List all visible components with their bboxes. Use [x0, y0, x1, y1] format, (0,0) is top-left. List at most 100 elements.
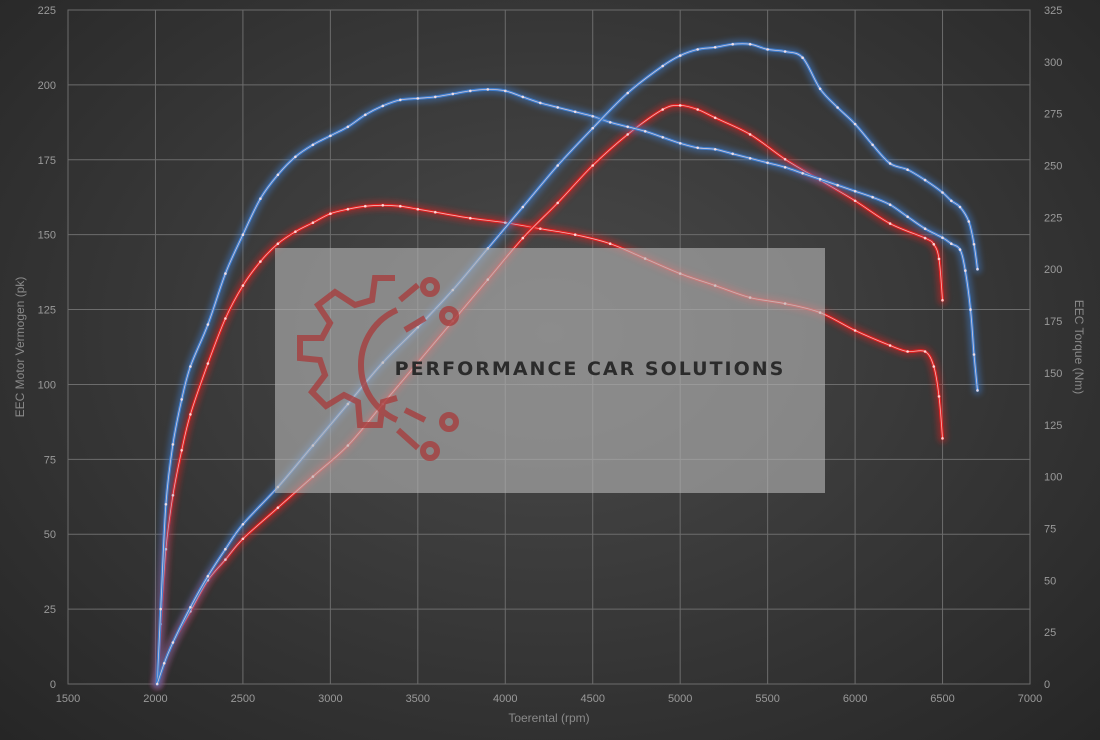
- series-point: [241, 284, 245, 287]
- series-point: [661, 108, 664, 111]
- series-point: [381, 204, 385, 207]
- series-point: [556, 106, 559, 109]
- x-tick-label: 1500: [56, 693, 80, 705]
- series-point: [504, 89, 507, 93]
- series-point: [923, 227, 927, 230]
- series-point: [853, 329, 857, 332]
- y-right-tick-label: 125: [1044, 420, 1062, 432]
- series-blue-right: [152, 39, 982, 689]
- series-point: [976, 389, 979, 392]
- series-point: [486, 88, 490, 91]
- series-point: [364, 113, 367, 117]
- series-point: [932, 365, 936, 368]
- series-point: [521, 236, 525, 240]
- y-left-tick-label: 50: [44, 529, 56, 541]
- y-left-tick-label: 100: [38, 379, 56, 391]
- series-point: [969, 308, 972, 311]
- series-point: [434, 95, 437, 99]
- y-right-tick-label: 75: [1044, 523, 1056, 535]
- series-point: [958, 205, 962, 209]
- series-point: [241, 233, 245, 236]
- series-point: [329, 212, 332, 215]
- series-point: [556, 201, 559, 205]
- series-point: [783, 158, 787, 161]
- y-right-tick-label: 175: [1044, 316, 1062, 328]
- y-axis-left-title: EEC Motor Vermogen (pk): [13, 277, 27, 418]
- series-point: [801, 172, 804, 175]
- y-right-tick-label: 25: [1044, 627, 1056, 639]
- series-point: [731, 42, 734, 46]
- series-point: [276, 506, 280, 510]
- series-point: [416, 97, 420, 100]
- series-point: [888, 162, 892, 165]
- series-point: [906, 215, 909, 218]
- series-point: [573, 110, 577, 114]
- series-point: [713, 46, 717, 49]
- x-tick-label: 7000: [1018, 693, 1042, 705]
- series-point: [329, 134, 332, 138]
- series-point: [189, 365, 192, 368]
- x-tick-label: 6000: [843, 693, 867, 705]
- tick-labels: 1500 2000 2500 3000 3500 4000 4500 5000 5500 6000…: [38, 5, 1063, 705]
- series-point: [626, 125, 629, 129]
- series-point: [818, 177, 822, 181]
- y-right-tick-label: 150: [1044, 368, 1062, 380]
- series-point: [180, 398, 183, 401]
- series-point: [888, 222, 892, 225]
- series-point: [661, 136, 664, 139]
- series-point: [608, 121, 612, 124]
- x-tick-label: 3500: [406, 693, 430, 705]
- series-point: [294, 155, 297, 159]
- series-point: [180, 449, 183, 452]
- series-point: [888, 203, 892, 206]
- y-left-tick-label: 150: [38, 230, 56, 242]
- y-right-tick-label: 250: [1044, 161, 1062, 173]
- series-point: [941, 299, 944, 302]
- series-point: [159, 607, 162, 611]
- series-point: [871, 195, 874, 199]
- series-point: [155, 682, 159, 686]
- series-point: [539, 227, 542, 230]
- series-point: [206, 574, 210, 578]
- series-point: [731, 152, 734, 156]
- series-point: [678, 142, 682, 145]
- series-point: [259, 197, 262, 200]
- series-point: [836, 106, 839, 109]
- series-point: [416, 207, 420, 211]
- series-point: [311, 221, 315, 224]
- series-highlight: [156, 43, 978, 685]
- series-point: [766, 161, 769, 165]
- series-point: [224, 558, 227, 561]
- series-point: [171, 494, 175, 497]
- series-point: [932, 243, 936, 246]
- y-right-tick-label: 300: [1044, 57, 1062, 69]
- series-blue-left: [152, 84, 982, 689]
- series-point: [958, 248, 962, 251]
- y-right-tick-label: 275: [1044, 109, 1062, 121]
- series-point: [224, 317, 227, 320]
- series-point: [853, 189, 857, 193]
- series-point: [591, 126, 594, 130]
- series-point: [836, 183, 839, 187]
- series-point: [591, 115, 594, 118]
- y-right-tick-label: 225: [1044, 212, 1062, 224]
- series-point: [853, 122, 857, 126]
- series-point: [941, 437, 944, 440]
- series-point: [972, 353, 976, 356]
- series-point: [259, 260, 262, 263]
- series-point: [381, 104, 385, 108]
- x-axis-title: Toerental (rpm): [508, 711, 589, 725]
- y-left-tick-label: 200: [38, 80, 56, 92]
- y-right-tick-label: 325: [1044, 5, 1062, 17]
- series-point: [661, 64, 664, 68]
- series-red-right: [152, 100, 947, 689]
- series-point: [521, 95, 525, 99]
- y-right-tick-label: 50: [1044, 575, 1056, 587]
- series-point: [696, 108, 699, 111]
- series-point: [801, 56, 804, 59]
- y-right-tick-label: 0: [1044, 679, 1050, 691]
- series-point: [608, 242, 612, 245]
- gear-circuit-logo: [297, 275, 459, 461]
- x-tick-label: 6500: [930, 693, 954, 705]
